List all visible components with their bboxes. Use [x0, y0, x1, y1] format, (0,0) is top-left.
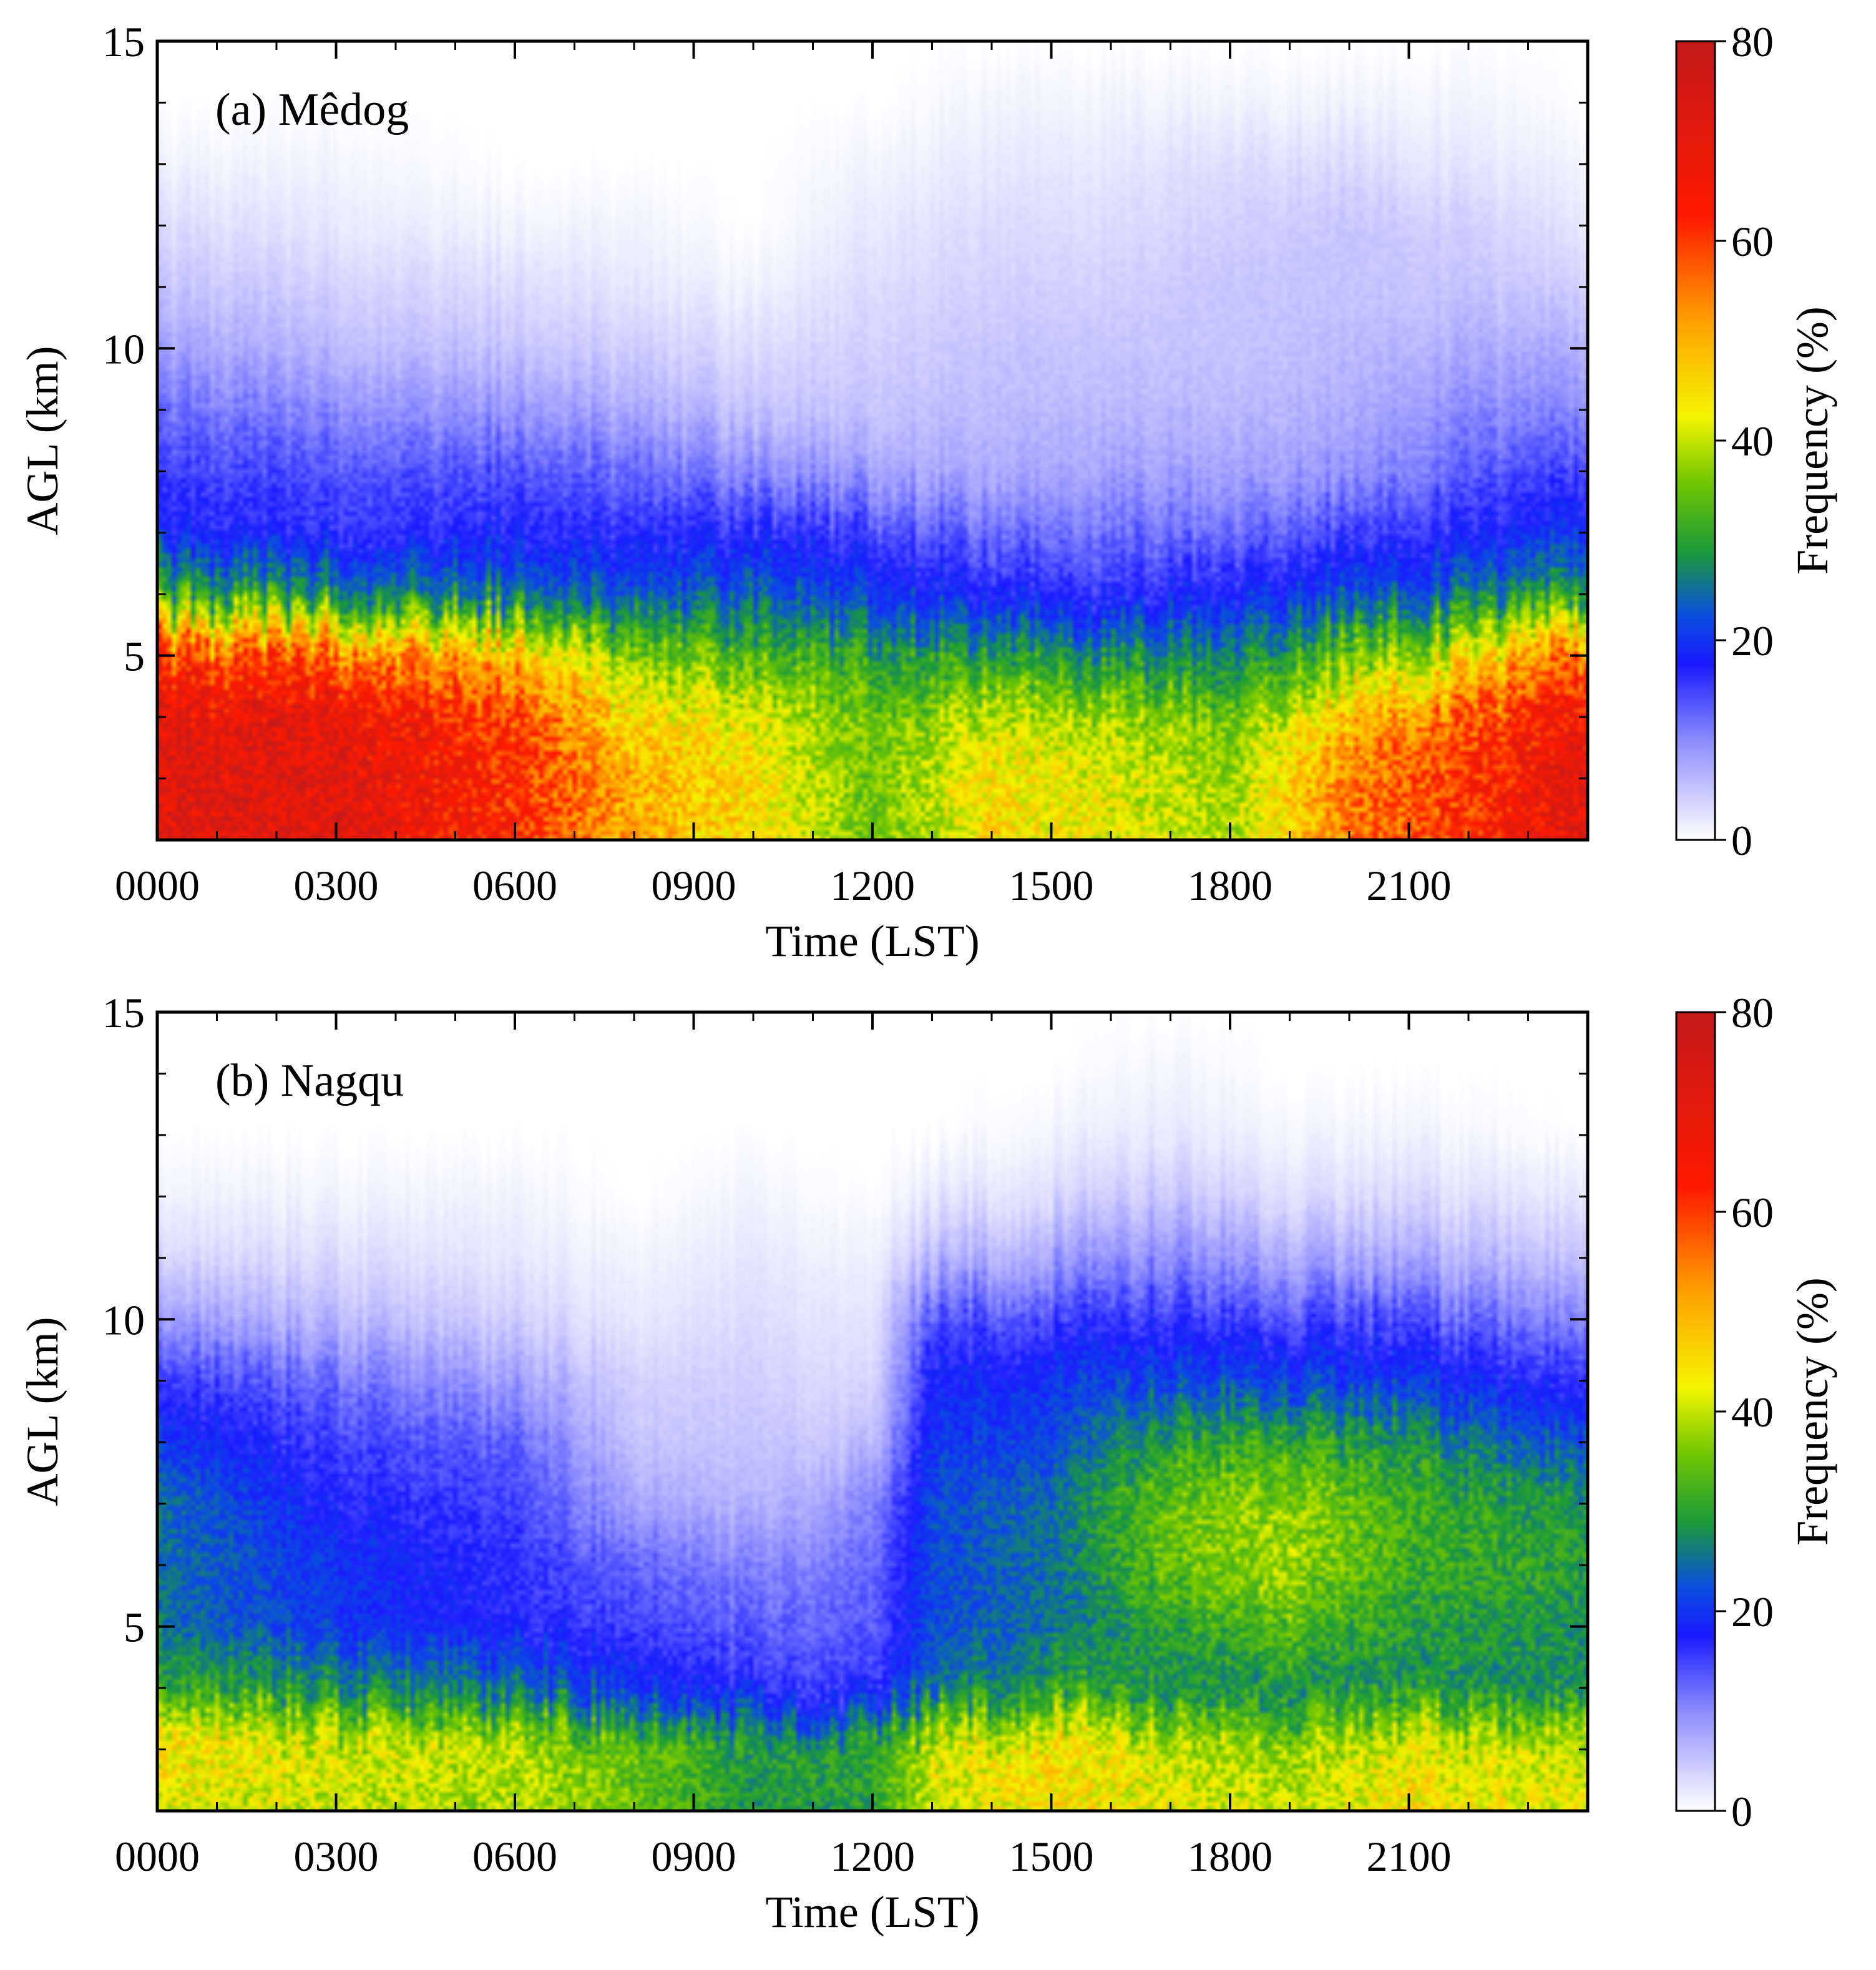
heatmap-b	[157, 1012, 1588, 1811]
x-tick-label: 1200	[830, 1833, 915, 1880]
x-tick-label: 0900	[652, 862, 736, 909]
x-tick-label: 0000	[115, 862, 200, 909]
y-tick-label: 10	[102, 325, 145, 373]
y-axis-title-a: AGL (km)	[17, 346, 67, 535]
colorbar-ticks-b: 0 20 40 60 80	[1715, 989, 1774, 1835]
x-tick-label: 0000	[115, 1833, 200, 1880]
panel-label-a: (a) Mêdog	[215, 84, 409, 135]
y-tick-label: 15	[102, 989, 145, 1036]
x-axis-title-a: Time (LST)	[765, 916, 979, 966]
x-tick-label: 1800	[1188, 1833, 1273, 1880]
y-tick-label: 5	[124, 633, 145, 680]
x-ticks-b: 0000 0300 0600 0900 1200 1500 1800 2100	[115, 1012, 1529, 1880]
colorbar-tick-label: 0	[1731, 1788, 1752, 1835]
colorbar-tick-label: 40	[1731, 417, 1774, 465]
colorbar-tick-label: 0	[1731, 817, 1752, 864]
colorbar-tick-label: 60	[1731, 1189, 1774, 1236]
x-axis-title-b: Time (LST)	[765, 1887, 979, 1937]
x-tick-label: 0600	[472, 862, 557, 909]
x-tick-label: 0300	[294, 1833, 379, 1880]
x-ticks-a: 0000 0300 0600 0900 1200 1500 1800 2100	[115, 41, 1529, 909]
colorbar-tick-label: 40	[1731, 1388, 1774, 1436]
colorbar-ticks-a: 0 20 40 60 80	[1715, 18, 1774, 864]
y-tick-label: 10	[102, 1296, 145, 1343]
y-ticks-b: 5 10 15	[102, 989, 1588, 1751]
colorbar-title-b: Frequency (%)	[1787, 1277, 1837, 1546]
panel-b: 0000 0300 0600 0900 1200 1500 1800 2100 5 10 15 (…	[17, 989, 1837, 1937]
y-tick-label: 15	[102, 18, 145, 66]
colorbar-tick-label: 20	[1731, 1588, 1774, 1636]
colorbar-tick-label: 80	[1731, 989, 1774, 1036]
x-tick-label: 2100	[1367, 1833, 1452, 1880]
colorbar-tick-label: 80	[1731, 18, 1774, 66]
x-tick-label: 1500	[1009, 862, 1094, 909]
colorbar-b	[1675, 1011, 1716, 1812]
panel-a: 0000 0300 0600 0900 1200 1500 1800 2100 5 10 15 (…	[17, 18, 1837, 966]
y-tick-label: 5	[124, 1604, 145, 1651]
panel-label-b: (b) Nagqu	[215, 1055, 404, 1106]
y-axis-title-b: AGL (km)	[17, 1317, 67, 1506]
x-tick-label: 0600	[472, 1833, 557, 1880]
colorbar-tick-label: 60	[1731, 218, 1774, 265]
colorbar-title-a: Frequency (%)	[1787, 306, 1837, 575]
colorbar-tick-label: 20	[1731, 617, 1774, 665]
y-ticks-a: 5 10 15	[102, 18, 1588, 780]
x-tick-label: 0300	[294, 862, 379, 909]
x-tick-label: 2100	[1367, 862, 1452, 909]
x-tick-label: 0900	[652, 1833, 736, 1880]
colorbar-a	[1675, 40, 1716, 841]
x-tick-label: 1200	[830, 862, 915, 909]
heatmap-a	[157, 41, 1588, 840]
x-tick-label: 1800	[1188, 862, 1273, 909]
x-tick-label: 1500	[1009, 1833, 1094, 1880]
